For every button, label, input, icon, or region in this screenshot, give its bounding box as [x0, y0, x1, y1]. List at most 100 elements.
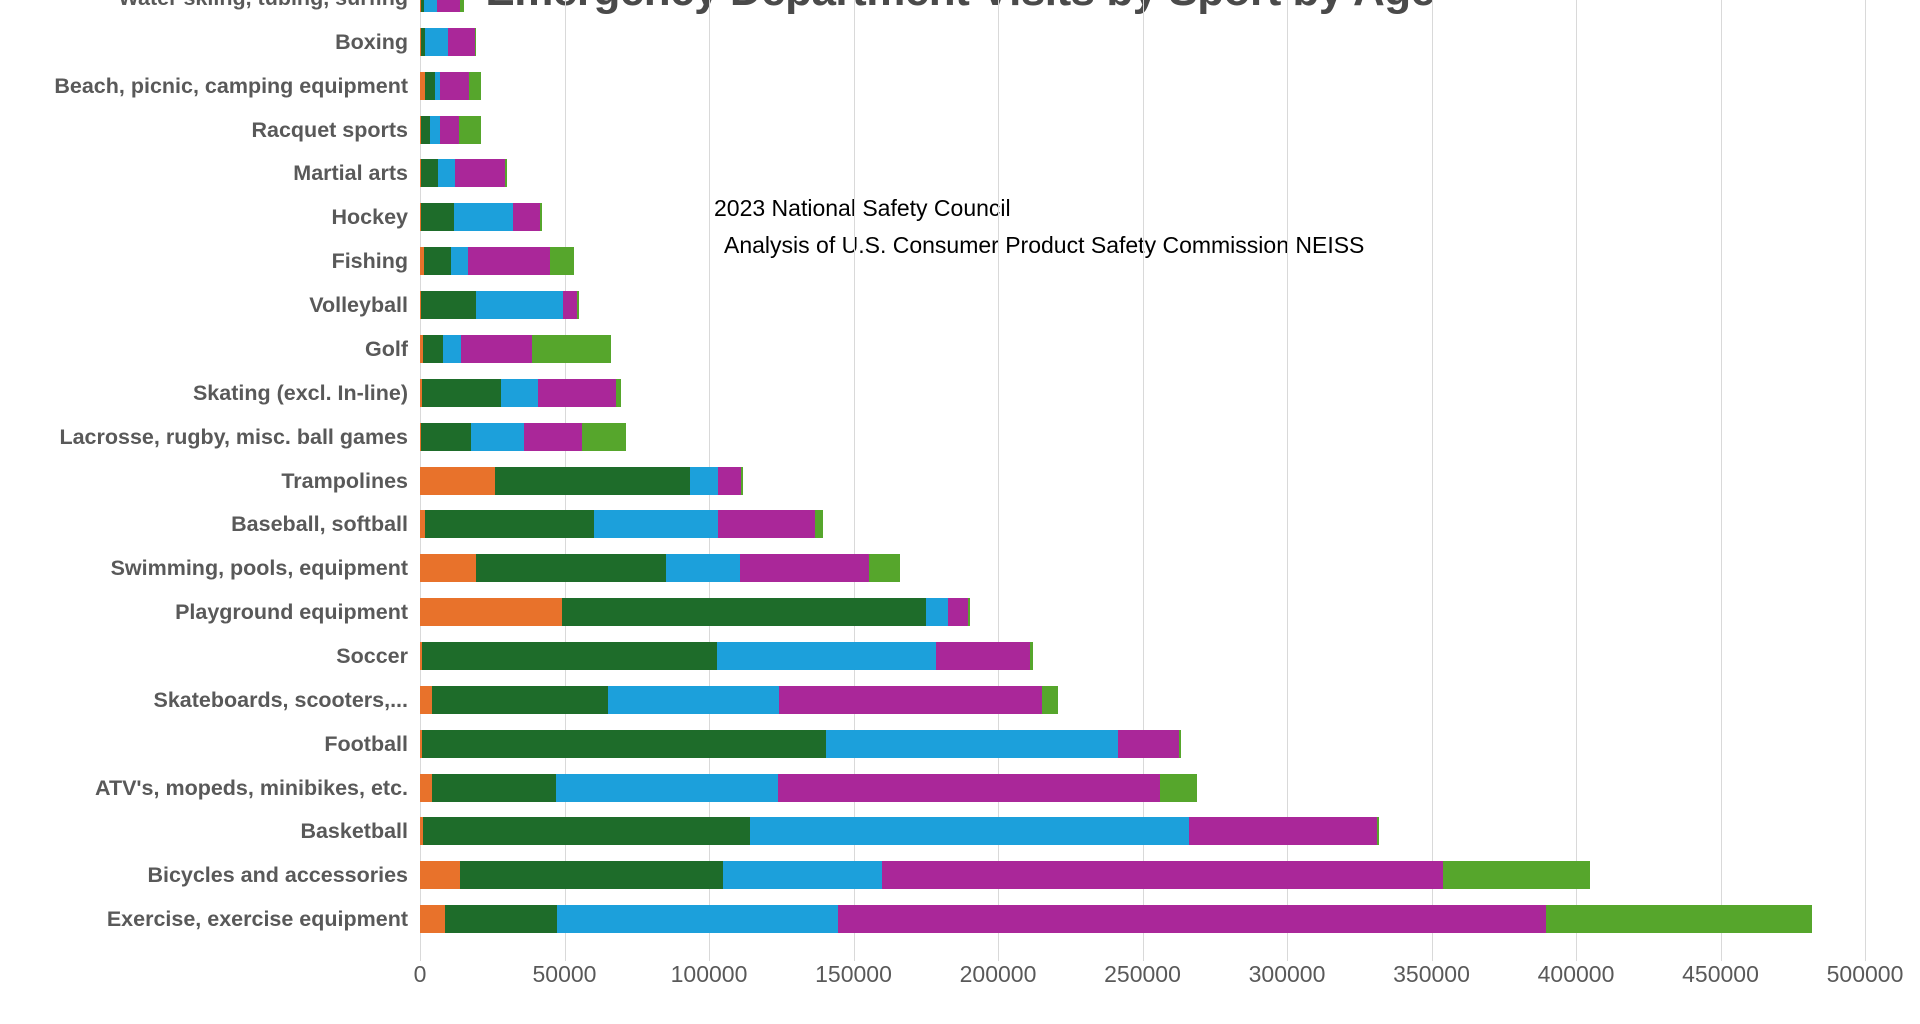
- stacked-bar[interactable]: [420, 422, 627, 451]
- bar-segment-age-0-4[interactable]: [420, 510, 425, 539]
- bar-segment-age-65[interactable]: [550, 247, 574, 276]
- bar-segment-age-25-64[interactable]: [936, 642, 1031, 670]
- bar-segment-age-5-14[interactable]: [432, 685, 609, 714]
- bar-segment-age-5-14[interactable]: [424, 247, 452, 276]
- bar-segment-age-5-14[interactable]: [476, 554, 666, 583]
- bar-segment-age-65[interactable]: [869, 554, 900, 583]
- bar-row[interactable]: [420, 809, 1865, 853]
- bar-segment-age-0-4[interactable]: [420, 685, 433, 714]
- bar-segment-age-0-4[interactable]: [420, 422, 421, 451]
- bar-segment-age-0-4[interactable]: [420, 466, 496, 495]
- bar-segment-age-25-64[interactable]: [947, 598, 968, 627]
- bar-segment-age-0-4[interactable]: [420, 642, 423, 670]
- bar-segment-age-25-64[interactable]: [467, 247, 550, 276]
- bar-segment-age-5-14[interactable]: [420, 0, 425, 12]
- bar-row[interactable]: [420, 64, 1865, 108]
- bar-row[interactable]: [420, 371, 1865, 415]
- stacked-bar[interactable]: [420, 861, 1591, 890]
- bar-segment-age-15-24[interactable]: [470, 422, 525, 451]
- bar-segment-age-65[interactable]: [740, 466, 743, 495]
- bar-row[interactable]: [420, 20, 1865, 64]
- bar-row[interactable]: [420, 459, 1865, 503]
- bar-segment-age-0-4[interactable]: [420, 203, 421, 232]
- bar-segment-age-5-14[interactable]: [422, 378, 502, 407]
- bar-segment-age-0-4[interactable]: [420, 71, 425, 100]
- bar-segment-age-15-24[interactable]: [925, 598, 948, 627]
- bar-segment-age-65[interactable]: [540, 203, 543, 232]
- bar-row[interactable]: [420, 546, 1865, 590]
- bar-segment-age-15-24[interactable]: [437, 159, 455, 188]
- bar-segment-age-15-24[interactable]: [750, 817, 1190, 846]
- bar-segment-age-5-14[interactable]: [420, 159, 438, 188]
- bar-segment-age-0-4[interactable]: [420, 0, 421, 12]
- bar-segment-age-0-4[interactable]: [420, 378, 423, 407]
- bar-segment-age-15-24[interactable]: [716, 642, 937, 670]
- bar-segment-age-25-64[interactable]: [882, 861, 1444, 890]
- bar-segment-age-5-14[interactable]: [444, 905, 558, 934]
- bar-segment-age-65[interactable]: [460, 0, 464, 12]
- bar-segment-age-25-64[interactable]: [461, 334, 533, 363]
- bar-row[interactable]: [420, 327, 1865, 371]
- bar-segment-age-0-4[interactable]: [420, 247, 425, 276]
- bar-row[interactable]: [420, 108, 1865, 152]
- bar-row[interactable]: [420, 722, 1865, 766]
- bar-segment-age-25-64[interactable]: [1189, 817, 1378, 846]
- bar-segment-age-15-24[interactable]: [451, 247, 468, 276]
- bar-segment-age-65[interactable]: [532, 334, 612, 363]
- bar-segment-age-5-14[interactable]: [421, 115, 431, 144]
- stacked-bar[interactable]: [420, 115, 481, 144]
- bar-segment-age-5-14[interactable]: [424, 71, 435, 100]
- bar-segment-age-5-14[interactable]: [561, 598, 926, 627]
- stacked-bar[interactable]: [420, 291, 579, 320]
- bar-segment-age-65[interactable]: [576, 291, 579, 320]
- bar-segment-age-25-64[interactable]: [437, 0, 461, 12]
- stacked-bar[interactable]: [420, 334, 612, 363]
- bar-segment-age-25-64[interactable]: [778, 685, 1042, 714]
- bar-segment-age-5-14[interactable]: [423, 334, 443, 363]
- bar-segment-age-0-4[interactable]: [420, 334, 424, 363]
- bar-segment-age-25-64[interactable]: [537, 378, 617, 407]
- bar-segment-age-15-24[interactable]: [608, 685, 779, 714]
- bar-segment-age-15-24[interactable]: [434, 71, 441, 100]
- bar-segment-age-65[interactable]: [1377, 817, 1380, 846]
- bar-row[interactable]: [420, 766, 1865, 810]
- bar-segment-age-0-4[interactable]: [420, 115, 422, 144]
- bar-segment-age-25-64[interactable]: [447, 27, 475, 56]
- bar-segment-age-65[interactable]: [582, 422, 627, 451]
- bar-segment-age-25-64[interactable]: [440, 71, 469, 100]
- stacked-bar[interactable]: [420, 159, 507, 188]
- bar-segment-age-65[interactable]: [474, 27, 477, 56]
- bar-segment-age-15-24[interactable]: [424, 0, 438, 12]
- bar-segment-age-25-64[interactable]: [739, 554, 870, 583]
- stacked-bar[interactable]: [420, 71, 481, 100]
- bar-segment-age-65[interactable]: [1041, 685, 1059, 714]
- stacked-bar[interactable]: [420, 773, 1198, 802]
- bar-segment-age-0-4[interactable]: [420, 905, 445, 934]
- bar-row[interactable]: [420, 151, 1865, 195]
- bar-segment-age-15-24[interactable]: [430, 115, 440, 144]
- stacked-bar[interactable]: [420, 0, 464, 12]
- bar-row[interactable]: [420, 283, 1865, 327]
- bar-segment-age-65[interactable]: [1545, 905, 1812, 934]
- bar-row[interactable]: [420, 634, 1865, 678]
- bar-segment-age-25-64[interactable]: [717, 466, 741, 495]
- bar-row[interactable]: [420, 502, 1865, 546]
- stacked-bar[interactable]: [420, 554, 900, 583]
- stacked-bar[interactable]: [420, 27, 477, 56]
- bar-segment-age-15-24[interactable]: [476, 291, 564, 320]
- bar-segment-age-5-14[interactable]: [420, 291, 477, 320]
- stacked-bar[interactable]: [420, 685, 1059, 714]
- bar-segment-age-25-64[interactable]: [454, 159, 505, 188]
- bar-segment-age-15-24[interactable]: [665, 554, 740, 583]
- stacked-bar[interactable]: [420, 598, 971, 627]
- bar-row[interactable]: [420, 678, 1865, 722]
- bar-segment-age-25-64[interactable]: [717, 510, 816, 539]
- bar-segment-age-5-14[interactable]: [495, 466, 691, 495]
- bar-row[interactable]: [420, 195, 1865, 239]
- bar-segment-age-15-24[interactable]: [723, 861, 883, 890]
- stacked-bar[interactable]: [420, 510, 824, 539]
- bar-segment-age-15-24[interactable]: [501, 378, 538, 407]
- bar-segment-age-15-24[interactable]: [593, 510, 718, 539]
- bar-segment-age-25-64[interactable]: [1118, 729, 1179, 758]
- bar-segment-age-0-4[interactable]: [420, 598, 562, 627]
